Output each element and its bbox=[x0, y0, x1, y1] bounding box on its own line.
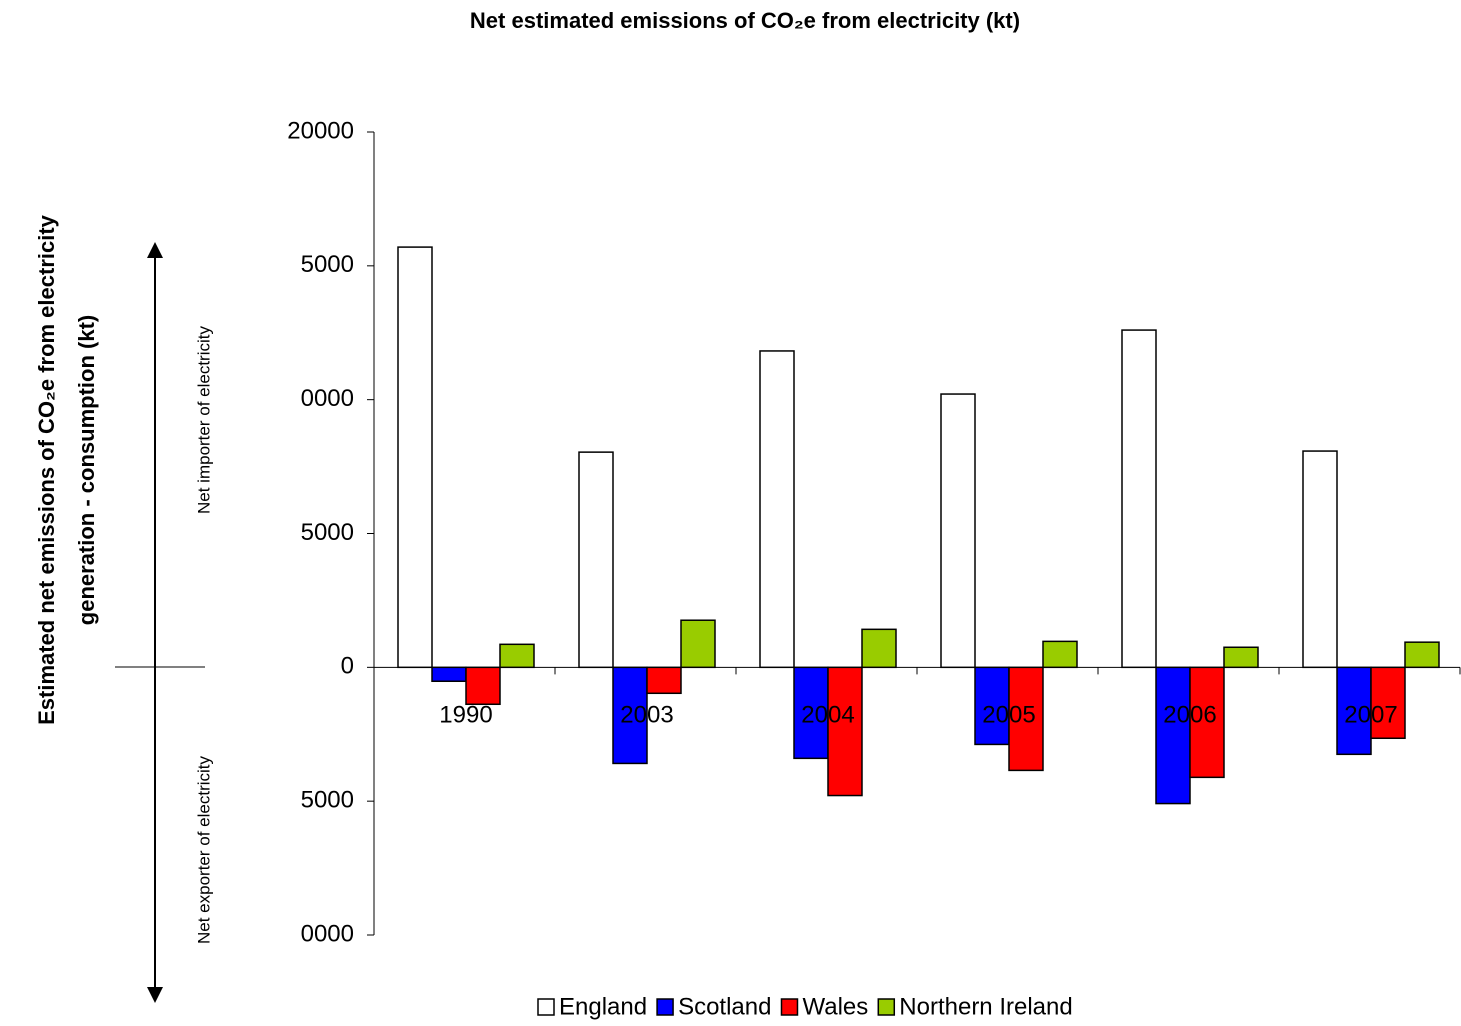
bar bbox=[827, 666, 863, 797]
chart-title: Net estimated emissions of CO₂e from ele… bbox=[470, 8, 1020, 33]
x-tick-label: 2005 bbox=[982, 702, 1035, 729]
y-tick-label: 5000 bbox=[301, 519, 354, 546]
bar bbox=[499, 643, 535, 669]
bar bbox=[1008, 666, 1044, 772]
legend-swatch bbox=[780, 998, 799, 1016]
x-tick-label: 2006 bbox=[1163, 702, 1216, 729]
bar bbox=[1155, 666, 1191, 805]
x-tick-label: 2004 bbox=[801, 702, 854, 729]
x-tick-label: 2003 bbox=[620, 702, 673, 729]
bar bbox=[974, 666, 1010, 746]
bar bbox=[861, 628, 897, 669]
legend-label: Wales bbox=[802, 993, 868, 1020]
y-axis-title: Estimated net emissions of CO₂e from ele… bbox=[34, 214, 99, 725]
y-tick-label: 0000 bbox=[301, 385, 354, 412]
annotation: Net importer of electricity bbox=[194, 326, 213, 514]
bar bbox=[1189, 666, 1225, 779]
legend-swatch bbox=[537, 998, 555, 1016]
bar bbox=[465, 666, 501, 706]
legend-label: Scotland bbox=[678, 993, 771, 1020]
x-tick-label: 1990 bbox=[439, 702, 492, 729]
x-tick-label: 2007 bbox=[1344, 702, 1397, 729]
bar bbox=[680, 619, 716, 669]
bar bbox=[646, 666, 682, 695]
bar bbox=[940, 393, 976, 669]
legend-swatch bbox=[877, 998, 896, 1016]
y-tick-label: 0 bbox=[341, 653, 354, 680]
bar bbox=[1121, 329, 1157, 669]
bar bbox=[1404, 641, 1440, 669]
y-axis-title-line: generation - consumption (kt) bbox=[74, 315, 99, 625]
y-tick-label: 5000 bbox=[301, 251, 354, 278]
bar bbox=[578, 451, 614, 669]
annotation: Net exporter of electricity bbox=[194, 755, 213, 944]
bar bbox=[759, 350, 795, 669]
legend-label: England bbox=[559, 993, 647, 1020]
bar bbox=[612, 666, 648, 765]
y-tick-label: 20000 bbox=[287, 117, 354, 144]
bar bbox=[1042, 640, 1078, 669]
legend: England Scotland Wales Northern Ireland bbox=[537, 993, 1073, 1020]
y-axis-title-line: Estimated net emissions of CO₂e from ele… bbox=[34, 214, 59, 725]
bar bbox=[431, 666, 467, 683]
legend-label: Northern Ireland bbox=[899, 993, 1072, 1020]
legend-swatch bbox=[656, 998, 674, 1016]
bar bbox=[397, 246, 433, 669]
bar bbox=[1223, 646, 1259, 669]
bar bbox=[1370, 666, 1406, 740]
bar bbox=[1302, 450, 1338, 669]
y-tick-label: 0000 bbox=[301, 920, 354, 947]
y-tick-label: 5000 bbox=[301, 787, 354, 814]
